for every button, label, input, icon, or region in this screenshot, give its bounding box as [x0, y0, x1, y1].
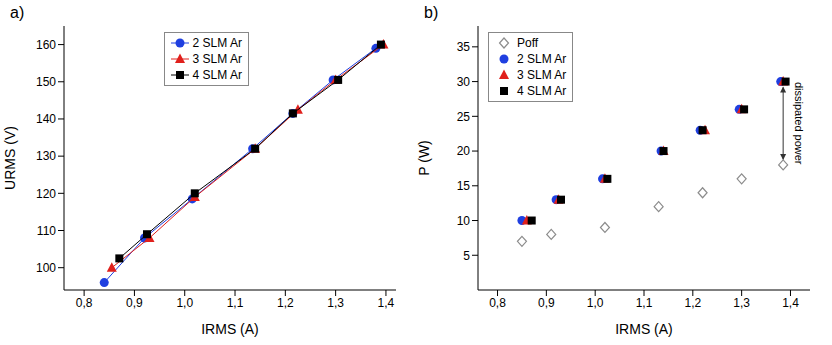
svg-text:1,1: 1,1	[227, 296, 244, 310]
svg-text:35: 35	[457, 40, 471, 54]
svg-text:1,4: 1,4	[378, 296, 395, 310]
html-text:a): a)	[10, 4, 25, 21]
svg-text:130: 130	[36, 149, 56, 163]
html-text:b): b)	[424, 4, 439, 21]
svg-text:0,8: 0,8	[76, 296, 93, 310]
svg-text:10: 10	[457, 214, 471, 228]
svg-text:20: 20	[457, 144, 471, 158]
html-text:3 SLM Ar: 3 SLM Ar	[517, 68, 567, 82]
svg-text:1,0: 1,0	[176, 296, 193, 310]
svg-text:140: 140	[36, 112, 56, 126]
svg-text:110: 110	[37, 224, 56, 238]
svg-text:IRMS (A): IRMS (A)	[615, 321, 673, 337]
svg-text:dissipated power: dissipated power	[793, 82, 805, 165]
svg-text:URMS (V): URMS (V)	[2, 126, 18, 190]
svg-text:1,3: 1,3	[327, 296, 344, 310]
svg-text:0,9: 0,9	[126, 296, 143, 310]
svg-text:1,0: 1,0	[587, 296, 604, 310]
html-text:2 SLM Ar: 2 SLM Ar	[517, 52, 567, 66]
svg-text:1,4: 1,4	[782, 296, 799, 310]
svg-text:120: 120	[36, 187, 56, 201]
html-text:2 SLM Ar: 2 SLM Ar	[192, 36, 242, 50]
html-text:3 SLM Ar: 3 SLM Ar	[192, 52, 242, 66]
svg-text:15: 15	[457, 179, 471, 193]
svg-text:30: 30	[457, 75, 471, 89]
svg-text:IRMS (A): IRMS (A)	[201, 321, 259, 337]
svg-text:100: 100	[36, 261, 56, 275]
svg-text:P (W): P (W)	[416, 140, 432, 176]
html-text:Poff: Poff	[517, 36, 539, 50]
svg-text:1,1: 1,1	[636, 296, 653, 310]
svg-text:25: 25	[457, 110, 471, 124]
svg-text:0,9: 0,9	[538, 296, 555, 310]
svg-text:1,2: 1,2	[277, 296, 294, 310]
svg-text:160: 160	[36, 38, 56, 52]
svg-text:1,2: 1,2	[684, 296, 701, 310]
svg-text:5: 5	[463, 249, 470, 263]
html-text:4 SLM Ar: 4 SLM Ar	[517, 84, 567, 98]
svg-text:0,8: 0,8	[489, 296, 506, 310]
html-text:4 SLM Ar: 4 SLM Ar	[192, 68, 242, 82]
svg-text:150: 150	[36, 75, 56, 89]
svg-text:1,3: 1,3	[733, 296, 750, 310]
